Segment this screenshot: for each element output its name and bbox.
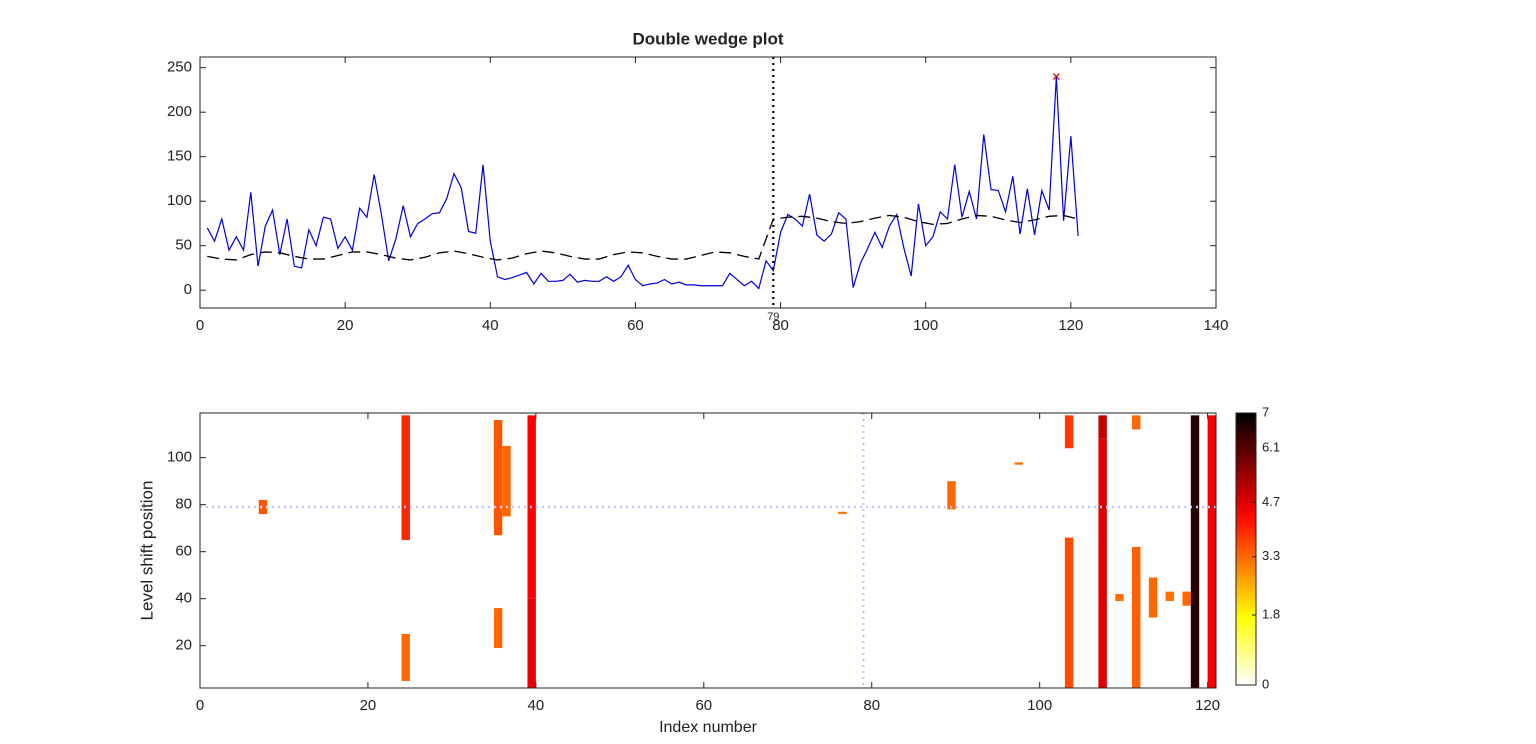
y-tick-label: 100: [167, 192, 192, 209]
x-tick-label: 40: [528, 697, 545, 714]
x-tick-label: 0: [196, 317, 204, 334]
x-tick-label: 60: [627, 317, 644, 334]
y-tick-label: 60: [175, 543, 192, 560]
heat-cell: [502, 445, 511, 517]
heat-cell: [1064, 537, 1074, 688]
heat-cell: [1182, 591, 1191, 606]
heat-cell: [1098, 438, 1107, 688]
colorbar-tick-label: 3.3: [1262, 548, 1280, 563]
colorbar-tick-label: 1.8: [1262, 606, 1280, 621]
peak-marker: [1052, 73, 1060, 81]
chart-title: Double wedge plot: [632, 29, 783, 48]
y-tick-label: 80: [175, 496, 192, 513]
heat-cell: [1098, 415, 1107, 439]
x-axis-label: Index number: [659, 719, 758, 736]
x-tick-label: 20: [337, 317, 354, 334]
colorbar-tick-label: 7: [1262, 404, 1269, 419]
colorbar-tick-label: 4.7: [1262, 494, 1280, 509]
heat-cell: [1190, 415, 1200, 688]
x-tick-label: 60: [695, 697, 712, 714]
heat-cell: [1132, 546, 1141, 688]
axes-frame: [199, 412, 1217, 689]
break-label: 79: [767, 311, 779, 323]
heat-cell: [1064, 415, 1074, 449]
heat-cell: [1165, 591, 1175, 602]
y-tick-label: 0: [184, 281, 192, 298]
heat-cell: [1132, 415, 1141, 430]
heat-cell: [527, 598, 536, 688]
heat-cell: [493, 420, 503, 536]
heat-cell: [1115, 593, 1124, 602]
heat-cell: [1148, 577, 1158, 618]
y-tick-label: 250: [167, 59, 192, 76]
colorbar-tick-label: 6.1: [1262, 439, 1280, 454]
y-tick-label: 20: [175, 637, 192, 654]
line-series: [207, 214, 1079, 261]
y-tick-label: 200: [167, 103, 192, 120]
x-tick-label: 120: [1058, 317, 1083, 334]
heat-cell: [258, 499, 268, 515]
axes-frame: [199, 56, 1217, 309]
y-tick-label: 40: [175, 590, 192, 607]
x-tick-label: 120: [1195, 697, 1220, 714]
heat-cell: [401, 633, 410, 681]
colorbar: [1235, 412, 1257, 686]
x-tick-label: 20: [360, 697, 377, 714]
y-tick-label: 50: [175, 237, 192, 254]
y-tick-label: 150: [167, 148, 192, 165]
x-tick-label: 0: [196, 697, 204, 714]
colorbar-tick-label: 0: [1262, 676, 1269, 691]
heat-cell: [1207, 415, 1216, 688]
x-tick-label: 100: [1027, 697, 1052, 714]
heat-cell: [1014, 462, 1023, 465]
heat-cell: [838, 511, 847, 515]
x-tick-label: 80: [863, 697, 880, 714]
x-tick-label: 80: [772, 317, 789, 334]
y-tick-label: 100: [167, 449, 192, 466]
x-tick-label: 100: [913, 317, 938, 334]
x-tick-label: 40: [482, 317, 499, 334]
line-series: [206, 76, 1079, 290]
y-axis-label: Level shift position: [137, 481, 156, 621]
heat-cell: [493, 608, 503, 649]
x-tick-label: 140: [1203, 317, 1228, 334]
heat-cell: [401, 415, 410, 540]
heat-cell: [947, 481, 956, 510]
